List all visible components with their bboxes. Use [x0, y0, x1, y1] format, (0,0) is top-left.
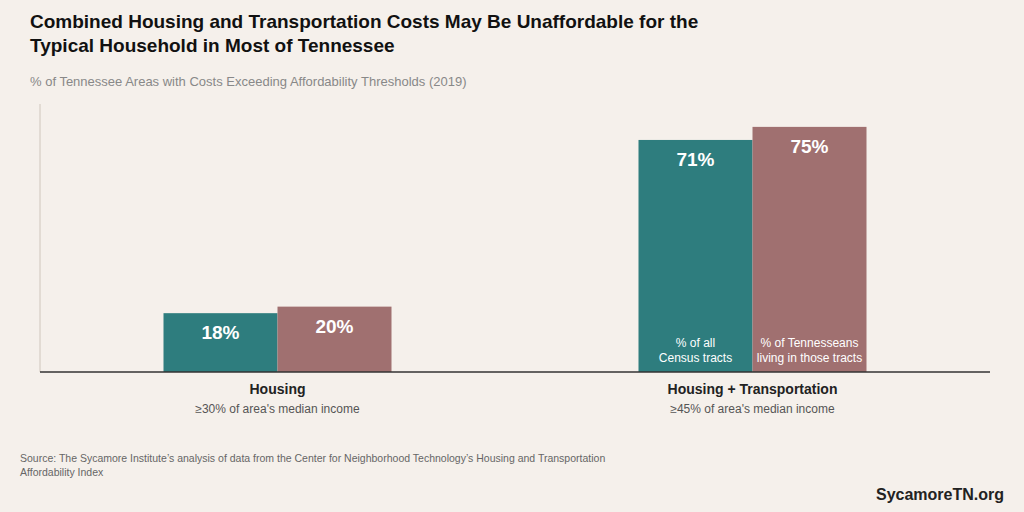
bar	[278, 307, 392, 372]
logo: SycamoreTN.org	[876, 486, 1004, 503]
category-label: Housing + Transportation≥45% of area's m…	[668, 381, 838, 416]
y-axis-line	[40, 104, 41, 372]
data-label: 75%	[790, 136, 828, 157]
data-label: 20%	[315, 316, 353, 337]
subtitle: % of Tennessee Areas with Costs Exceedin…	[30, 74, 466, 89]
baseline	[40, 371, 990, 373]
bars	[164, 127, 867, 372]
data-labels: 18% 71% 20% 75% % of allCensus tracts % of Te…	[201, 136, 862, 365]
series-label: % of Tennesseansliving in those tracts	[757, 336, 862, 365]
data-label: 71%	[676, 149, 714, 170]
source: Source: The Sycamore Institute’s analysi…	[20, 452, 605, 478]
data-label: 18%	[201, 322, 239, 343]
bar	[753, 127, 867, 372]
series-label: % of allCensus tracts	[659, 336, 732, 365]
category-label: Housing≥30% of area's median income	[195, 381, 360, 416]
bar	[639, 140, 753, 372]
chart: Combined Housing and Transportation Cost…	[0, 0, 1024, 512]
bar	[164, 313, 278, 372]
title: Combined Housing and Transportation Cost…	[30, 11, 698, 56]
background	[0, 0, 1024, 512]
